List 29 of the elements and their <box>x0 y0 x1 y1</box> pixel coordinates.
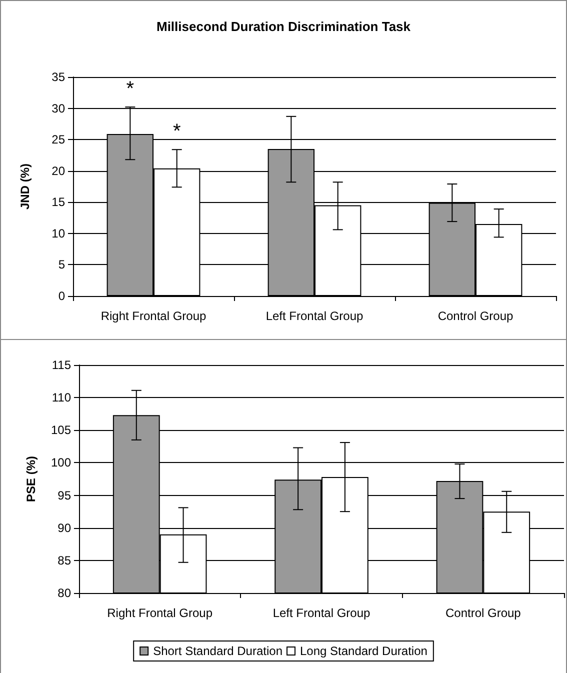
legend-label: Short Standard Duration <box>153 644 283 658</box>
y-tick-label: 105 <box>50 423 72 438</box>
y-tick-label: 95 <box>58 488 72 502</box>
y-tick-label: 85 <box>58 553 72 568</box>
y-axis-title: PSE (%) <box>24 456 38 502</box>
y-tick-label: 100 <box>50 456 72 470</box>
y-tick-label: 10 <box>52 226 66 240</box>
y-tick-label: 25 <box>52 132 66 147</box>
y-tick-label: 115 <box>52 358 72 372</box>
x-tick-label: Right Frontal Group <box>100 309 207 323</box>
legend-label: Long Standard Duration <box>300 644 428 658</box>
y-axis-title: JND (%) <box>18 163 32 210</box>
y-tick-label: 15 <box>52 195 66 210</box>
y-tick-label: 5 <box>58 258 66 272</box>
annotation: * <box>126 78 134 100</box>
annotation: * <box>172 120 181 143</box>
x-tick-label: Control Group <box>445 606 522 620</box>
x-tick-label: Left Frontal Group <box>272 606 371 620</box>
y-tick-label: 35 <box>52 70 66 84</box>
y-tick-label: 80 <box>58 586 72 600</box>
y-tick-label: 110 <box>52 390 72 405</box>
y-tick-label: 90 <box>58 520 72 535</box>
x-tick-label: Control Group <box>438 309 514 323</box>
y-tick-label: 30 <box>52 101 66 116</box>
x-tick-label: Right Frontal Group <box>107 606 213 620</box>
y-tick-label: 20 <box>52 164 66 178</box>
y-tick-label: 0 <box>58 289 66 303</box>
x-tick-label: Left Frontal Group <box>266 309 364 323</box>
chart-title: Millisecond Duration Discrimination Task <box>156 19 412 34</box>
